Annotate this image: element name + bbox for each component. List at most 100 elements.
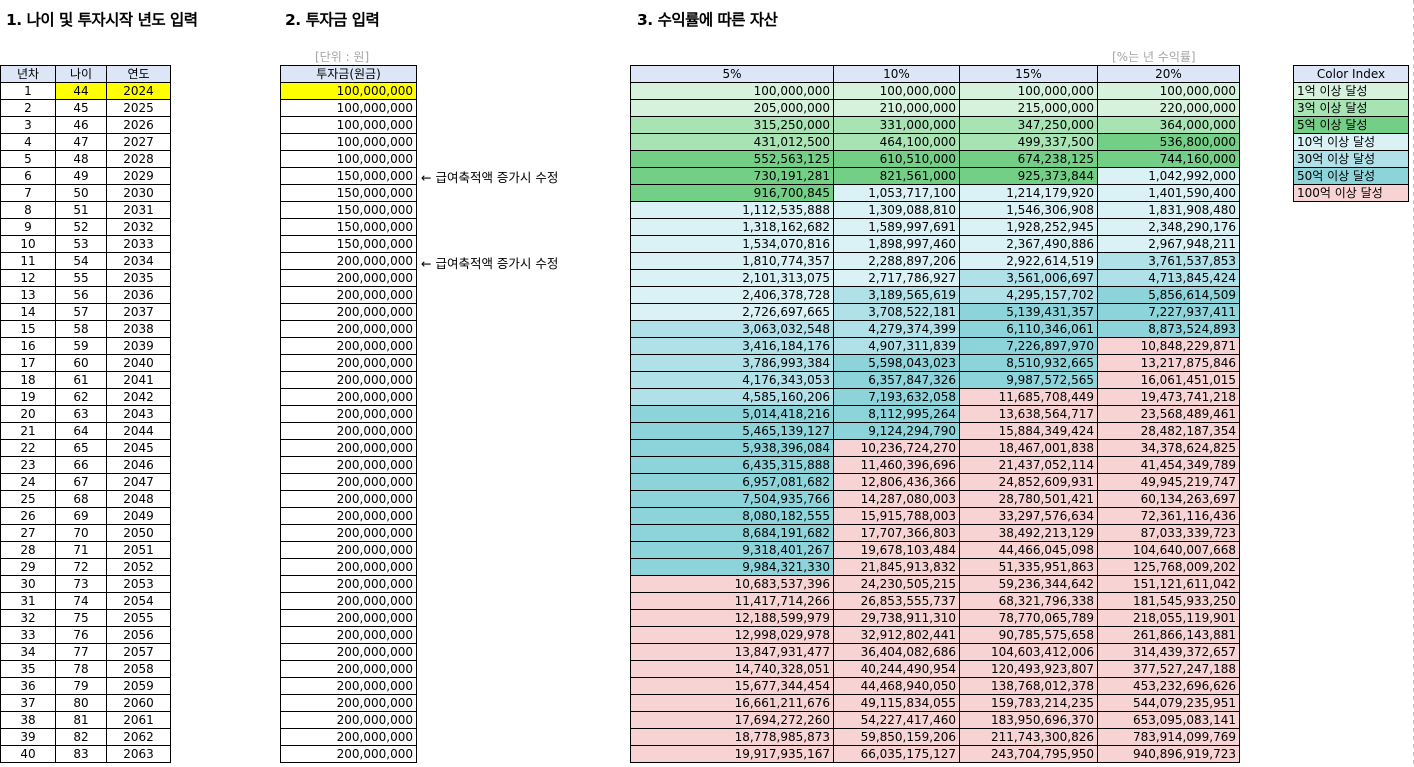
year-count-cell[interactable]: 24 (0, 473, 56, 491)
age-cell[interactable]: 47 (55, 133, 107, 151)
asset-cell-5[interactable]: 1,534,070,816 (630, 235, 834, 253)
investment-cell[interactable]: 200,000,000 (280, 354, 417, 372)
asset-cell-5[interactable]: 730,191,281 (630, 167, 834, 185)
asset-cell-5[interactable]: 5,014,418,216 (630, 405, 834, 423)
investment-cell[interactable]: 200,000,000 (280, 286, 417, 304)
asset-cell-10[interactable]: 821,561,000 (833, 167, 960, 185)
investment-cell[interactable]: 200,000,000 (280, 575, 417, 593)
year-count-cell[interactable]: 21 (0, 422, 56, 440)
year-cell[interactable]: 2055 (106, 609, 171, 627)
asset-cell-20[interactable]: 13,217,875,846 (1097, 354, 1240, 372)
investment-cell[interactable]: 100,000,000 (280, 133, 417, 151)
asset-cell-5[interactable]: 11,417,714,266 (630, 592, 834, 610)
asset-cell-15[interactable]: 44,466,045,098 (959, 541, 1098, 559)
asset-cell-20[interactable]: 16,061,451,015 (1097, 371, 1240, 389)
asset-cell-20[interactable]: 261,866,143,881 (1097, 626, 1240, 644)
year-count-cell[interactable]: 34 (0, 643, 56, 661)
year-count-cell[interactable]: 7 (0, 184, 56, 202)
asset-cell-10[interactable]: 9,124,294,790 (833, 422, 960, 440)
age-cell[interactable]: 54 (55, 252, 107, 270)
asset-cell-10[interactable]: 1,898,997,460 (833, 235, 960, 253)
asset-cell-15[interactable]: 1,546,306,908 (959, 201, 1098, 219)
asset-cell-10[interactable]: 3,708,522,181 (833, 303, 960, 321)
asset-cell-10[interactable]: 32,912,802,441 (833, 626, 960, 644)
year-count-cell[interactable]: 3 (0, 116, 56, 134)
year-cell[interactable]: 2031 (106, 201, 171, 219)
asset-cell-20[interactable]: 653,095,083,141 (1097, 711, 1240, 729)
year-cell[interactable]: 2046 (106, 456, 171, 474)
asset-cell-5[interactable]: 4,585,160,206 (630, 388, 834, 406)
asset-cell-20[interactable]: 181,545,933,250 (1097, 592, 1240, 610)
age-cell[interactable]: 67 (55, 473, 107, 491)
asset-cell-15[interactable]: 159,783,214,235 (959, 694, 1098, 712)
asset-cell-5[interactable]: 17,694,272,260 (630, 711, 834, 729)
year-count-cell[interactable]: 12 (0, 269, 56, 287)
investment-cell[interactable]: 200,000,000 (280, 252, 417, 270)
age-cell[interactable]: 57 (55, 303, 107, 321)
investment-cell[interactable]: 200,000,000 (280, 439, 417, 457)
age-cell[interactable]: 50 (55, 184, 107, 202)
asset-cell-20[interactable]: 744,160,000 (1097, 150, 1240, 168)
asset-cell-10[interactable]: 210,000,000 (833, 99, 960, 117)
age-cell[interactable]: 45 (55, 99, 107, 117)
asset-cell-10[interactable]: 19,678,103,484 (833, 541, 960, 559)
year-count-cell[interactable]: 20 (0, 405, 56, 423)
age-cell[interactable]: 62 (55, 388, 107, 406)
asset-cell-20[interactable]: 453,232,696,626 (1097, 677, 1240, 695)
asset-cell-15[interactable]: 674,238,125 (959, 150, 1098, 168)
investment-cell[interactable]: 200,000,000 (280, 320, 417, 338)
age-cell[interactable]: 74 (55, 592, 107, 610)
asset-cell-5[interactable]: 12,998,029,978 (630, 626, 834, 644)
year-count-cell[interactable]: 37 (0, 694, 56, 712)
investment-cell[interactable]: 100,000,000 (280, 150, 417, 168)
age-cell[interactable]: 61 (55, 371, 107, 389)
year-count-cell[interactable]: 39 (0, 728, 56, 746)
year-cell[interactable]: 2063 (106, 745, 171, 763)
investment-cell[interactable]: 200,000,000 (280, 677, 417, 695)
asset-cell-10[interactable]: 15,915,788,003 (833, 507, 960, 525)
asset-cell-20[interactable]: 1,831,908,480 (1097, 201, 1240, 219)
age-cell[interactable]: 46 (55, 116, 107, 134)
age-cell[interactable]: 56 (55, 286, 107, 304)
asset-cell-10[interactable]: 59,850,159,206 (833, 728, 960, 746)
year-cell[interactable]: 2030 (106, 184, 171, 202)
asset-cell-10[interactable]: 1,309,088,810 (833, 201, 960, 219)
asset-cell-20[interactable]: 72,361,116,436 (1097, 507, 1240, 525)
asset-cell-10[interactable]: 36,404,082,686 (833, 643, 960, 661)
asset-cell-5[interactable]: 8,684,191,682 (630, 524, 834, 542)
year-cell[interactable]: 2041 (106, 371, 171, 389)
asset-cell-10[interactable]: 1,589,997,691 (833, 218, 960, 236)
asset-cell-20[interactable]: 19,473,741,218 (1097, 388, 1240, 406)
asset-cell-5[interactable]: 2,406,378,728 (630, 286, 834, 304)
year-cell[interactable]: 2039 (106, 337, 171, 355)
investment-cell[interactable]: 200,000,000 (280, 490, 417, 508)
investment-cell[interactable]: 150,000,000 (280, 218, 417, 236)
investment-cell[interactable]: 200,000,000 (280, 524, 417, 542)
asset-cell-15[interactable]: 1,214,179,920 (959, 184, 1098, 202)
asset-cell-10[interactable]: 12,806,436,366 (833, 473, 960, 491)
asset-cell-10[interactable]: 5,598,043,023 (833, 354, 960, 372)
year-cell[interactable]: 2048 (106, 490, 171, 508)
year-count-cell[interactable]: 10 (0, 235, 56, 253)
asset-cell-15[interactable]: 33,297,576,634 (959, 507, 1098, 525)
asset-cell-20[interactable]: 87,033,339,723 (1097, 524, 1240, 542)
age-cell[interactable]: 75 (55, 609, 107, 627)
asset-cell-5[interactable]: 13,847,931,477 (630, 643, 834, 661)
asset-cell-20[interactable]: 314,439,372,657 (1097, 643, 1240, 661)
year-cell[interactable]: 2061 (106, 711, 171, 729)
investment-cell[interactable]: 200,000,000 (280, 541, 417, 559)
age-cell[interactable]: 81 (55, 711, 107, 729)
year-cell[interactable]: 2052 (106, 558, 171, 576)
age-cell[interactable]: 82 (55, 728, 107, 746)
asset-cell-20[interactable]: 783,914,099,769 (1097, 728, 1240, 746)
investment-cell[interactable]: 200,000,000 (280, 388, 417, 406)
asset-cell-10[interactable]: 1,053,717,100 (833, 184, 960, 202)
asset-cell-20[interactable]: 377,527,247,188 (1097, 660, 1240, 678)
investment-cell[interactable]: 200,000,000 (280, 711, 417, 729)
investment-cell[interactable]: 150,000,000 (280, 184, 417, 202)
year-count-cell[interactable]: 4 (0, 133, 56, 151)
age-cell[interactable]: 49 (55, 167, 107, 185)
year-cell[interactable]: 2049 (106, 507, 171, 525)
asset-cell-15[interactable]: 28,780,501,421 (959, 490, 1098, 508)
year-count-cell[interactable]: 40 (0, 745, 56, 763)
